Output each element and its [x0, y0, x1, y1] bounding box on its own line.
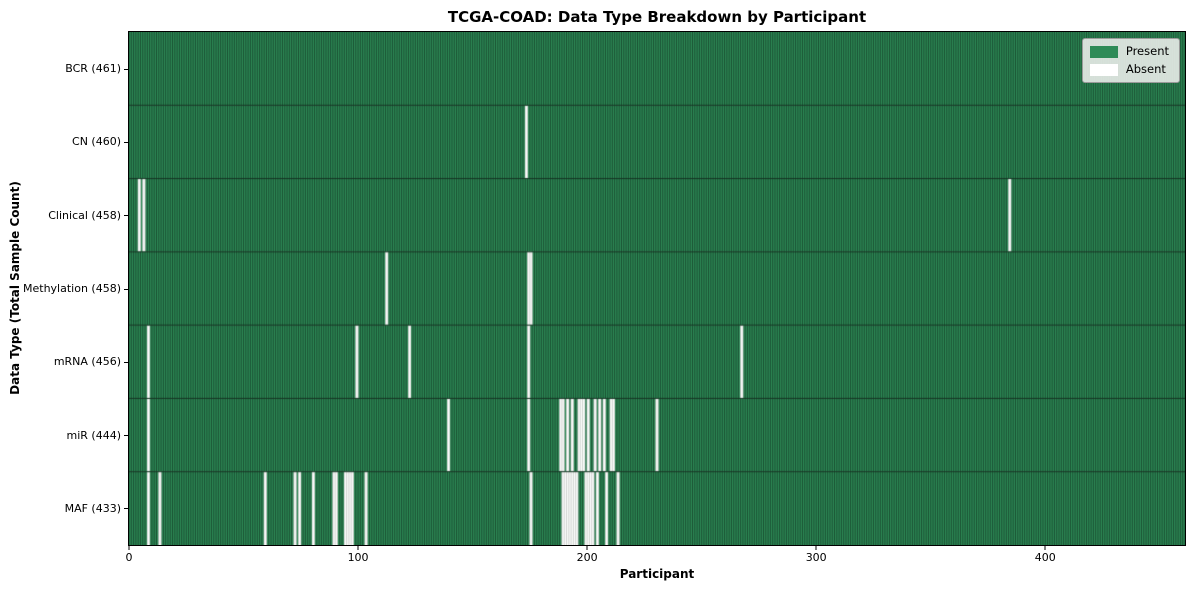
legend-entry-present: Present [1089, 44, 1169, 58]
y-tick-label: CN (460) [72, 135, 121, 149]
x-axis-label: Participant [619, 567, 695, 581]
legend-entry-absent: Absent [1089, 62, 1169, 76]
y-tick-label: Methylation (458) [23, 282, 121, 295]
x-tick-mark [815, 546, 817, 550]
y-tick-mark [124, 215, 128, 217]
y-tick-mark [124, 68, 128, 70]
x-tick-label: 400 [1034, 551, 1056, 564]
y-tick-mark [124, 288, 128, 290]
x-tick-label: 300 [805, 551, 827, 564]
legend-label-present: Present [1125, 44, 1169, 58]
y-tick-mark [124, 435, 128, 437]
present-swatch [1089, 45, 1118, 58]
x-tick-mark [1044, 546, 1046, 550]
y-tick-label: Clinical (458) [48, 208, 121, 222]
heatmap-canvas [129, 32, 1185, 545]
x-tick-mark [586, 546, 588, 550]
legend-label-absent: Absent [1125, 62, 1166, 76]
chart-title: TCGA-COAD: Data Type Breakdown by Partic… [447, 8, 867, 26]
y-tick-label: MAF (433) [64, 501, 121, 515]
y-tick-label: BCR (461) [65, 62, 121, 76]
x-tick-mark [357, 546, 359, 550]
plot-area: Present Absent [128, 31, 1186, 546]
y-tick-mark [124, 508, 128, 510]
legend: Present Absent [1081, 38, 1180, 83]
y-tick-label: mRNA (456) [53, 355, 121, 369]
y-tick-mark [124, 141, 128, 143]
y-tick-label: miR (444) [66, 428, 122, 442]
absent-swatch [1089, 63, 1118, 76]
y-tick-mark [124, 361, 128, 363]
x-tick-mark [128, 546, 130, 550]
x-tick-label: 200 [576, 551, 598, 564]
x-tick-label: 0 [125, 551, 133, 564]
x-tick-label: 100 [347, 551, 369, 564]
